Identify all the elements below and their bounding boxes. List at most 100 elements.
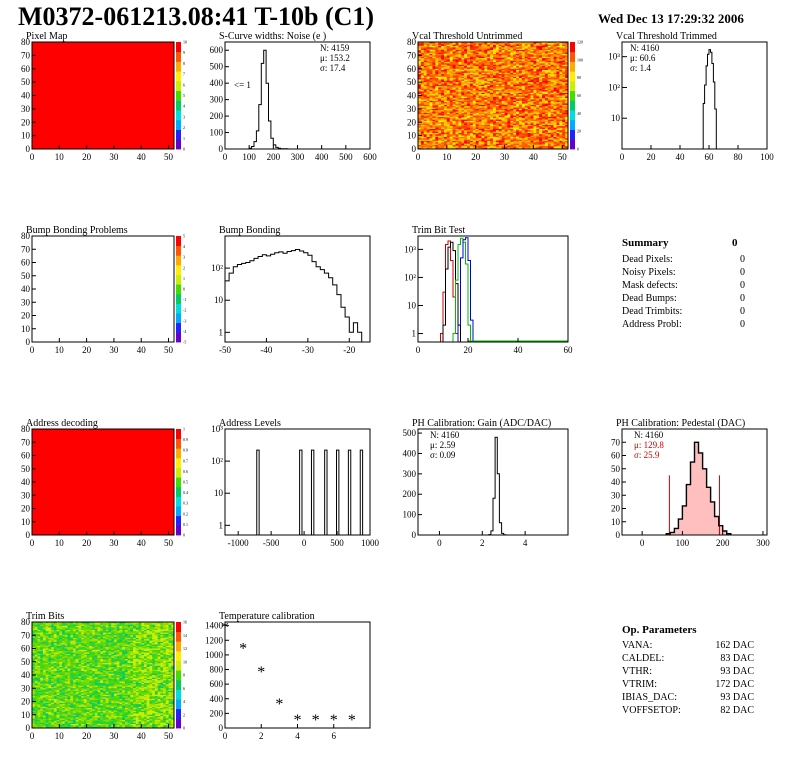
y-tick-label: 60 [21, 258, 31, 268]
plot-frame [224, 235, 371, 343]
plot-frame [31, 235, 175, 343]
x-tick-label: 60 [705, 152, 715, 162]
summary-row-value: 0 [740, 267, 745, 278]
histogram-bar [271, 254, 275, 342]
histogram-bar [275, 253, 279, 342]
y-tick-label: 100 [210, 128, 224, 138]
histogram-bar [283, 253, 287, 342]
y-tick-label: 30 [21, 104, 31, 114]
colorbar-label: 5 [183, 234, 185, 239]
op-params-title: Op. Parameters [622, 624, 697, 636]
series-line-black [442, 241, 461, 342]
colorbar-segment [176, 139, 181, 150]
colorbar-label: 2 [183, 712, 185, 717]
x-tick-label: 50 [164, 345, 174, 355]
chart-pixel-map: Pixel Map 0 1 2 3 4 5 6 7 8 9 10 0 10 20 30 40 50 0 10 20 30 4… [21, 31, 187, 162]
plot-frame [417, 235, 569, 343]
y-tick-label: 10 [21, 517, 31, 527]
y-tick-label: 70 [407, 50, 417, 60]
colorbar-segment [570, 139, 575, 150]
colorbar-label: 6 [183, 82, 185, 87]
x-tick-label: 20 [471, 152, 481, 162]
x-tick-label: 20 [82, 152, 92, 162]
histogram-bar [353, 323, 357, 342]
y-tick-label: 1000 [205, 650, 224, 660]
y-tick-label: 60 [21, 64, 31, 74]
histogram-bar [312, 262, 316, 342]
colorbar-segment [176, 61, 181, 72]
colorbar-label: 4 [183, 104, 185, 109]
page-title: M0372-061213.08:41 T-10b (C1) [18, 2, 375, 31]
colorbar-segment [176, 708, 181, 719]
x-tick-label: 400 [315, 152, 329, 162]
colorbar-segment [176, 477, 181, 488]
y-tick-label: 400 [210, 78, 224, 88]
colorbar-segment [176, 467, 181, 478]
colorbar-label: 3 [183, 255, 185, 260]
summary-panel: Summary 0 Dead Pixels: 0 Noisy Pixels: 0 Mask … [622, 237, 745, 330]
chart-title: Temperature calibration [219, 611, 315, 622]
y-tick-label: 30 [21, 683, 31, 693]
x-tick-label: -40 [260, 345, 272, 355]
op-param-label: VOFFSETOP: [622, 705, 681, 716]
y-tick-label: 50 [21, 77, 31, 87]
y-tick-label: 40 [21, 91, 31, 101]
op-param-label: VANA: [622, 640, 652, 651]
stat-sigma: σ: 0.09 [430, 450, 456, 460]
x-tick-label: 0 [223, 731, 228, 741]
y-tick-label: 80 [21, 37, 31, 47]
histogram-bar [279, 252, 283, 342]
colorbar-segment [570, 42, 575, 53]
y-tick-label: 10 [407, 131, 417, 141]
x-tick-label: 30 [109, 731, 119, 741]
colorbar-label: 120 [577, 40, 583, 45]
y-tick-label: 10³ [211, 424, 223, 434]
x-tick-label: 100 [676, 538, 690, 548]
histogram-bar [709, 50, 710, 149]
chart-vcal-trimmed: Vcal Threshold Trimmed 0 20 40 60 80 100 10 10² 1… [608, 31, 774, 162]
y-tick-label: 20 [611, 504, 621, 514]
histogram-bar [345, 317, 349, 342]
colorbar-segment [176, 679, 181, 690]
colorbar-segment [176, 255, 181, 266]
x-tick-label: 30 [500, 152, 510, 162]
histogram-outline [224, 249, 363, 342]
plot-frame [417, 428, 569, 536]
y-tick-label: 80 [21, 231, 31, 241]
y-tick-label: 60 [611, 451, 621, 461]
colorbar-label: -4 [183, 329, 186, 334]
colorbar-label: 80 [577, 75, 581, 80]
histogram-bar [308, 255, 312, 342]
chart-ph-pedestal: PH Calibration: Pedestal (DAC)0 100 200 300… [611, 418, 770, 548]
heatmap-cells [32, 622, 175, 729]
y-tick-label: 10² [211, 263, 223, 273]
x-tick-label: 0 [30, 538, 35, 548]
colorbar-label: 2 [183, 125, 185, 130]
y-tick-label: 10 [214, 295, 224, 305]
data-point: * [312, 712, 320, 729]
y-tick-label: 30 [407, 104, 417, 114]
x-tick-label: 30 [109, 538, 119, 548]
histogram-bar [304, 253, 308, 342]
colorbar-segment [176, 670, 181, 681]
x-tick-label: 2 [259, 731, 264, 741]
y-tick-label: 70 [21, 437, 31, 447]
colorbar-segment [176, 245, 181, 256]
op-param-label: IBIAS_DAC: [622, 692, 677, 703]
heatmap-fill [32, 429, 174, 535]
colorbar-segment [570, 100, 575, 111]
y-tick-label: 0 [26, 723, 31, 733]
address-peak [299, 449, 303, 535]
summary-row-label: Dead Trimbits: [622, 306, 682, 317]
colorbar-segment [176, 236, 181, 247]
plot-frame [224, 428, 371, 536]
summary-row-value: 0 [740, 306, 745, 317]
histogram-outline [702, 49, 717, 149]
x-tick-label: 40 [137, 538, 147, 548]
y-tick-label: 30 [21, 490, 31, 500]
colorbar-label: 14 [183, 633, 187, 638]
y-tick-label: 40 [611, 477, 621, 487]
chart-title: Vcal Threshold Trimmed [616, 31, 717, 42]
chart-vcal-untrimmed: Vcal Threshold Untrimmed0204060801001200… [407, 31, 583, 162]
